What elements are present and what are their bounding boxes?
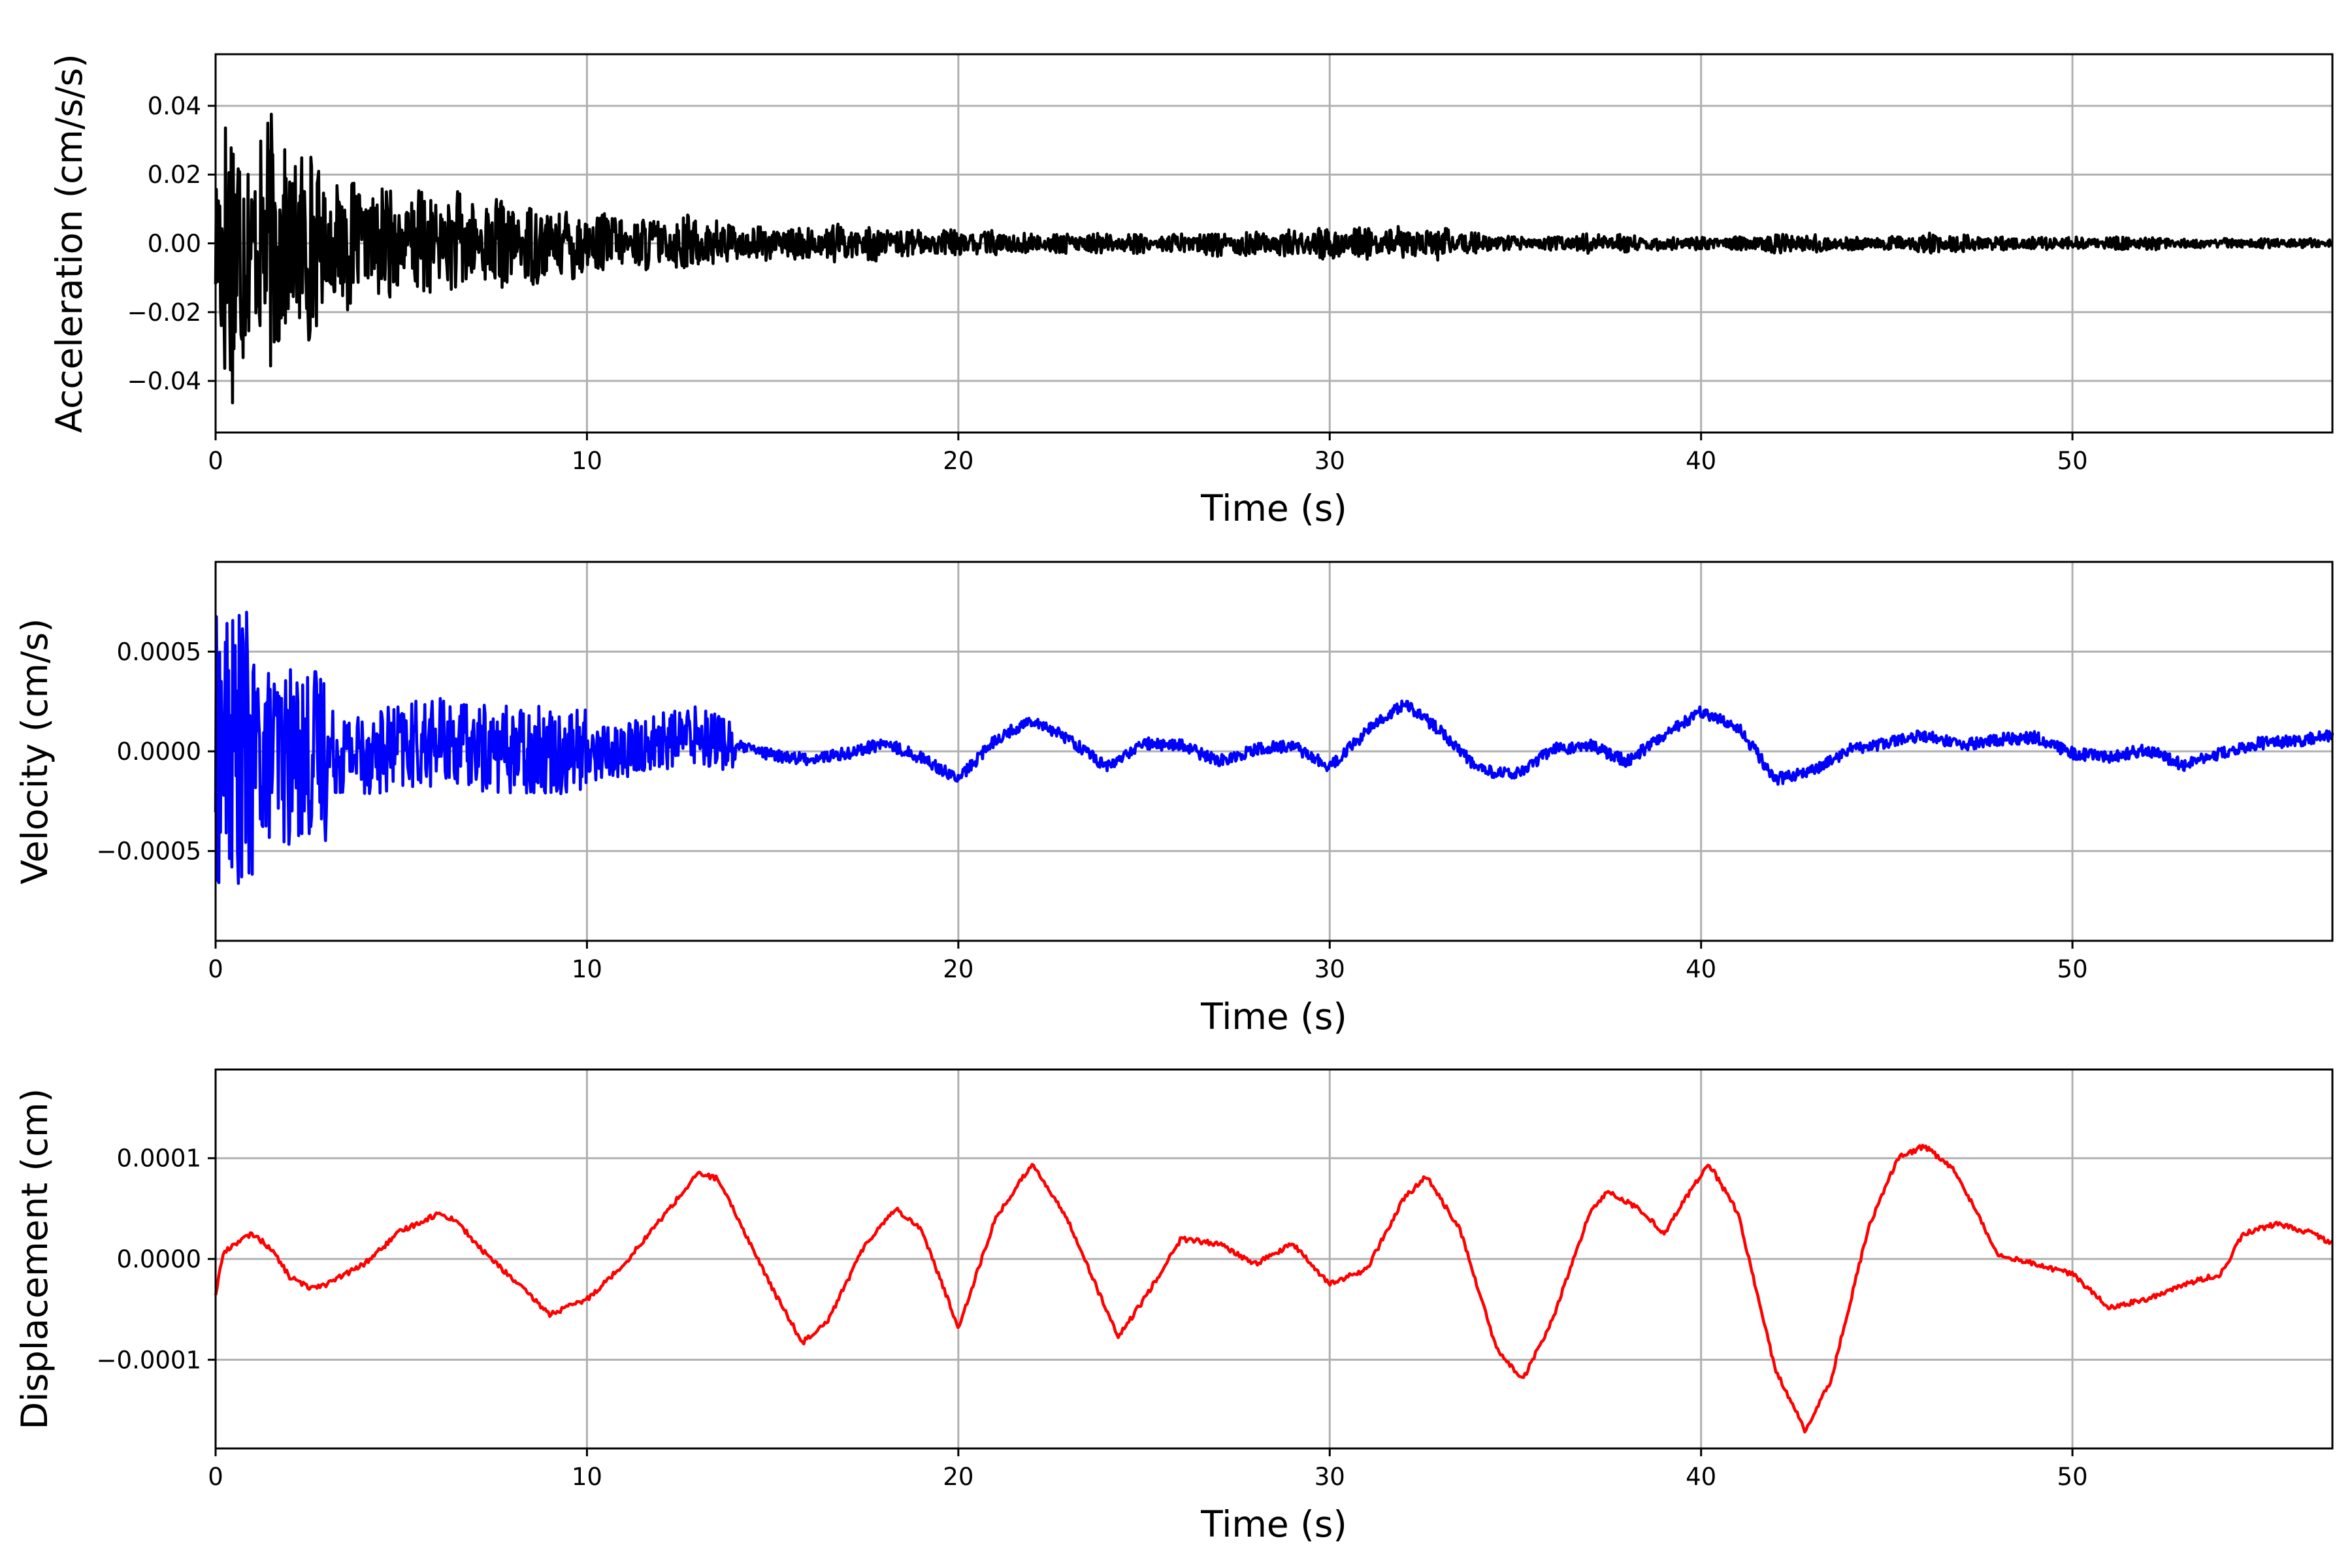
acceleration-x-tick-label: 30 bbox=[1315, 447, 1345, 475]
acceleration-x-tick-label: 20 bbox=[943, 447, 973, 475]
velocity-x-tick-label: 30 bbox=[1315, 955, 1345, 983]
displacement-y-tick-label: −0.0001 bbox=[97, 1346, 201, 1374]
displacement-y-axis-label: Displacement (cm) bbox=[14, 1088, 56, 1429]
acceleration-ticks: 0 10 20 30 40 50 −0.04 −0.02 0.00 0.02 0.04 bbox=[127, 92, 2088, 475]
velocity-x-tick-label: 0 bbox=[208, 955, 223, 983]
velocity-y-axis-label: Velocity (cm/s) bbox=[14, 618, 56, 884]
velocity-x-tick-label: 20 bbox=[943, 955, 973, 983]
displacement-ticks: 0 10 20 30 40 50 −0.0001 0.0000 0.0001 bbox=[97, 1145, 2088, 1491]
acceleration-y-tick-label: −0.02 bbox=[127, 299, 201, 327]
velocity-x-axis-label: Time (s) bbox=[1200, 996, 1347, 1037]
acceleration-panel: 0 10 20 30 40 50 −0.04 −0.02 0.00 0.02 0.04 Time (… bbox=[48, 53, 2334, 529]
displacement-y-tick-label: 0.0001 bbox=[117, 1145, 201, 1173]
acceleration-y-tick-label: 0.02 bbox=[148, 161, 201, 189]
velocity-x-tick-label: 50 bbox=[2057, 955, 2088, 983]
acceleration-y-tick-label: 0.00 bbox=[148, 230, 201, 258]
acceleration-y-tick-label: 0.04 bbox=[148, 92, 201, 120]
velocity-x-tick-label: 10 bbox=[572, 955, 602, 983]
displacement-x-tick-label: 0 bbox=[208, 1463, 223, 1491]
velocity-y-tick-label: 0.0000 bbox=[117, 738, 201, 766]
displacement-trace bbox=[214, 1143, 2333, 1434]
displacement-x-axis-label: Time (s) bbox=[1200, 1503, 1347, 1545]
displacement-x-tick-label: 10 bbox=[572, 1463, 602, 1491]
acceleration-x-tick-label: 0 bbox=[208, 447, 223, 475]
displacement-x-tick-label: 50 bbox=[2057, 1463, 2088, 1491]
acceleration-x-tick-label: 10 bbox=[572, 447, 602, 475]
acceleration-trace bbox=[214, 112, 2334, 404]
acceleration-x-axis-label: Time (s) bbox=[1200, 487, 1347, 529]
velocity-ticks: 0 10 20 30 40 50 −0.0005 0.0000 0.0005 bbox=[97, 638, 2088, 983]
displacement-grid bbox=[216, 1070, 2332, 1448]
displacement-y-tick-label: 0.0000 bbox=[117, 1245, 201, 1273]
acceleration-x-tick-label: 50 bbox=[2057, 447, 2088, 475]
velocity-x-tick-label: 40 bbox=[1686, 955, 1716, 983]
displacement-x-tick-label: 20 bbox=[943, 1463, 973, 1491]
velocity-y-tick-label: −0.0005 bbox=[97, 838, 201, 866]
displacement-x-tick-label: 30 bbox=[1315, 1463, 1345, 1491]
displacement-x-tick-label: 40 bbox=[1686, 1463, 1716, 1491]
velocity-y-tick-label: 0.0005 bbox=[117, 638, 201, 666]
velocity-trace bbox=[214, 610, 2334, 885]
acceleration-y-tick-label: −0.04 bbox=[127, 367, 201, 395]
acceleration-y-axis-label: Acceleration (cm/s/s) bbox=[48, 54, 90, 433]
acceleration-x-tick-label: 40 bbox=[1686, 447, 1716, 475]
